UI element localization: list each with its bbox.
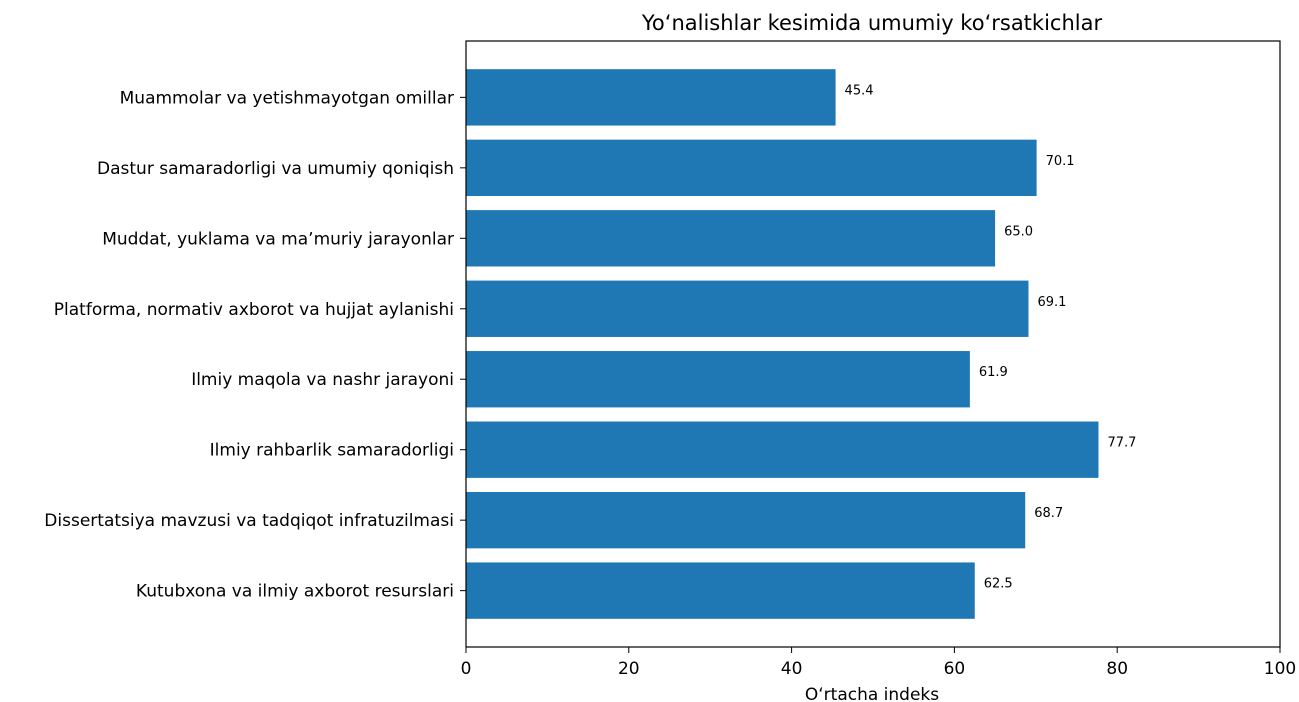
x-axis-ticks: 0 20 40 60 80 100 [461, 647, 1296, 679]
category-label: Kutubxona va ilmiy axborot resurslari [136, 582, 454, 602]
bar [466, 351, 970, 408]
x-axis-label: Oʻrtacha indeks [805, 685, 939, 702]
bar [466, 139, 1037, 197]
x-tick-label: 0 [461, 659, 472, 679]
x-tick-label: 80 [1106, 659, 1128, 679]
bar [466, 69, 836, 126]
bar-value-label: 68.7 [1034, 506, 1063, 521]
x-tick-label: 100 [1264, 659, 1296, 679]
bar [466, 562, 975, 619]
category-label: Ilmiy maqola va nashr jarayoni [191, 370, 454, 390]
bar-value-label: 77.7 [1107, 436, 1136, 451]
category-label: Dastur samaradorligi va umumiy qoniqish [97, 159, 454, 179]
x-tick-label: 40 [781, 659, 803, 679]
category-label: Muddat, yuklama va maʼmuriy jarayonlar [102, 229, 454, 249]
bar [466, 491, 1026, 549]
category-label: Muammolar va yetishmayotgan omillar [120, 88, 454, 108]
bar-value-label: 62.5 [984, 577, 1013, 592]
bar-value-label: 61.9 [979, 365, 1008, 380]
bar-value-label: 45.4 [845, 83, 874, 98]
bar-value-label: 69.1 [1037, 295, 1066, 310]
bar-value-label: 70.1 [1046, 154, 1075, 169]
data-labels: 45.4 70.1 65.0 69.1 61.9 77.7 68.7 62.5 [845, 83, 1137, 591]
bar [466, 280, 1029, 337]
bar [466, 421, 1099, 478]
category-label: Ilmiy rahbarlik samaradorligi [210, 441, 454, 461]
plot-frame [465, 40, 1281, 648]
chart-title: Yoʻnalishlar kesimida umumiy koʻrsatkich… [641, 11, 1103, 35]
category-labels: Muammolar va yetishmayotgan omillar Dastu… [44, 88, 466, 602]
bar-value-label: 65.0 [1004, 224, 1033, 239]
x-tick-label: 60 [944, 659, 966, 679]
category-label: Dissertatsiya mavzusi va tadqiqot infrat… [44, 511, 454, 531]
bars-group [466, 69, 1099, 619]
category-label: Platforma, normativ axborot va hujjat ay… [54, 300, 454, 320]
x-tick-label: 20 [618, 659, 640, 679]
bar [466, 210, 996, 267]
